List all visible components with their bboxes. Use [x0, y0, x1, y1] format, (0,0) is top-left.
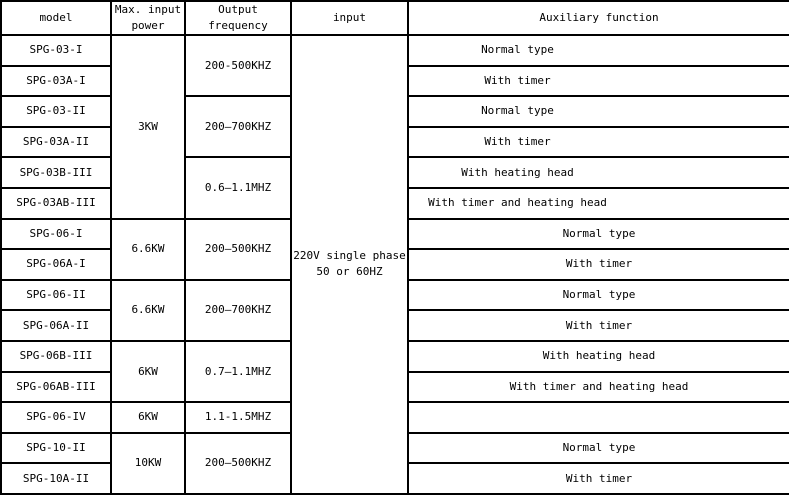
aux-cell: With timer and heating head [407, 370, 789, 404]
table-row: SPG-03B-III 0.6—1.1MHZ With heating head [0, 156, 789, 220]
model-cell: SPG-06A-II [0, 309, 112, 342]
frequency-cell: 200-500KHZ [184, 33, 292, 98]
table-row: SPG-06B-III 6KW 0.7—1.1MHZ With heating … [0, 339, 789, 404]
header-max-input-power: Max. input power [110, 0, 186, 36]
table-row: SPG-06-I 6.6KW 200—500KHZ Normal type [0, 217, 789, 281]
table-row: SPG-10-II 10KW 200—500KHZ Normal type [0, 431, 789, 495]
frequency-cell: 200—700KHZ [184, 95, 292, 159]
table-row: SPG-03A-I With timer [0, 64, 789, 98]
aux-cell [407, 401, 789, 434]
table-row: SPG-10A-II With timer [0, 462, 789, 495]
power-cell: 6KW [110, 401, 186, 434]
table-row: SPG-06A-II With timer [0, 309, 789, 342]
table-row: SPG-06-II 6.6KW 200—700KHZ Normal type [0, 278, 789, 342]
header-auxiliary-function: Auxiliary function [407, 0, 789, 36]
model-cell: SPG-03A-I [0, 64, 112, 98]
model-cell: SPG-06-I [0, 217, 112, 251]
model-cell: SPG-03-II [0, 95, 112, 128]
frequency-cell: 200—500KHZ [184, 217, 292, 281]
table-row: SPG-03AB-III With timer and heating head [0, 186, 789, 220]
model-cell: SPG-10A-II [0, 462, 112, 495]
table-row: SPG-06-IV 6KW 1.1-1.5MHZ [0, 401, 789, 434]
aux-cell: With timer [407, 64, 789, 98]
frequency-cell: 200—700KHZ [184, 278, 292, 342]
model-cell: SPG-06AB-III [0, 370, 112, 404]
table-row: SPG-03-I 3KW 200-500KHZ 220V single phas… [0, 33, 789, 495]
aux-cell: Normal type [407, 431, 789, 465]
aux-cell: With timer [407, 248, 789, 281]
frequency-cell: 200—500KHZ [184, 431, 292, 495]
table-row: SPG-03A-II With timer [0, 125, 789, 159]
header-model: model [0, 0, 112, 36]
frequency-cell: 0.6—1.1MHZ [184, 156, 292, 220]
power-cell: 6.6KW [110, 217, 186, 281]
aux-cell: With timer [407, 125, 789, 159]
table-row: SPG-03-II 200—700KHZ Normal type [0, 95, 789, 159]
power-cell: 10KW [110, 431, 186, 495]
aux-cell: With timer and heating head [407, 186, 789, 220]
model-cell: SPG-03-I [0, 34, 112, 67]
power-cell: 6KW [110, 339, 186, 404]
table-row: SPG-06AB-III With timer and heating head [0, 370, 789, 404]
aux-cell: With timer [407, 309, 789, 342]
model-cell: SPG-03B-III [0, 156, 112, 189]
model-cell: SPG-06A-I [0, 248, 112, 281]
model-cell: SPG-03AB-III [0, 186, 112, 220]
aux-cell: Normal type [407, 278, 789, 312]
aux-cell: Normal type [407, 34, 789, 67]
aux-cell: With heating head [407, 339, 789, 373]
input-cell: 220V single phase 50 or 60HZ [290, 34, 409, 495]
model-cell: SPG-06B-III [0, 339, 112, 373]
model-cell: SPG-06-II [0, 278, 112, 312]
aux-cell: Normal type [407, 95, 789, 128]
aux-cell: With timer [407, 462, 789, 495]
header-output-frequency: Output frequency [184, 0, 292, 36]
header-input: input [290, 0, 409, 36]
model-cell: SPG-06-IV [0, 401, 112, 434]
power-cell: 6.6KW [110, 278, 186, 342]
frequency-cell: 1.1-1.5MHZ [184, 401, 292, 434]
power-cell: 3KW [110, 34, 186, 220]
model-cell: SPG-03A-II [0, 125, 112, 159]
frequency-cell: 0.7—1.1MHZ [184, 339, 292, 404]
model-cell: SPG-10-II [0, 431, 112, 465]
header-row: model Max. input power Output frequency … [0, 0, 789, 36]
aux-cell: Normal type [407, 217, 789, 251]
aux-cell: With heating head [407, 156, 789, 189]
